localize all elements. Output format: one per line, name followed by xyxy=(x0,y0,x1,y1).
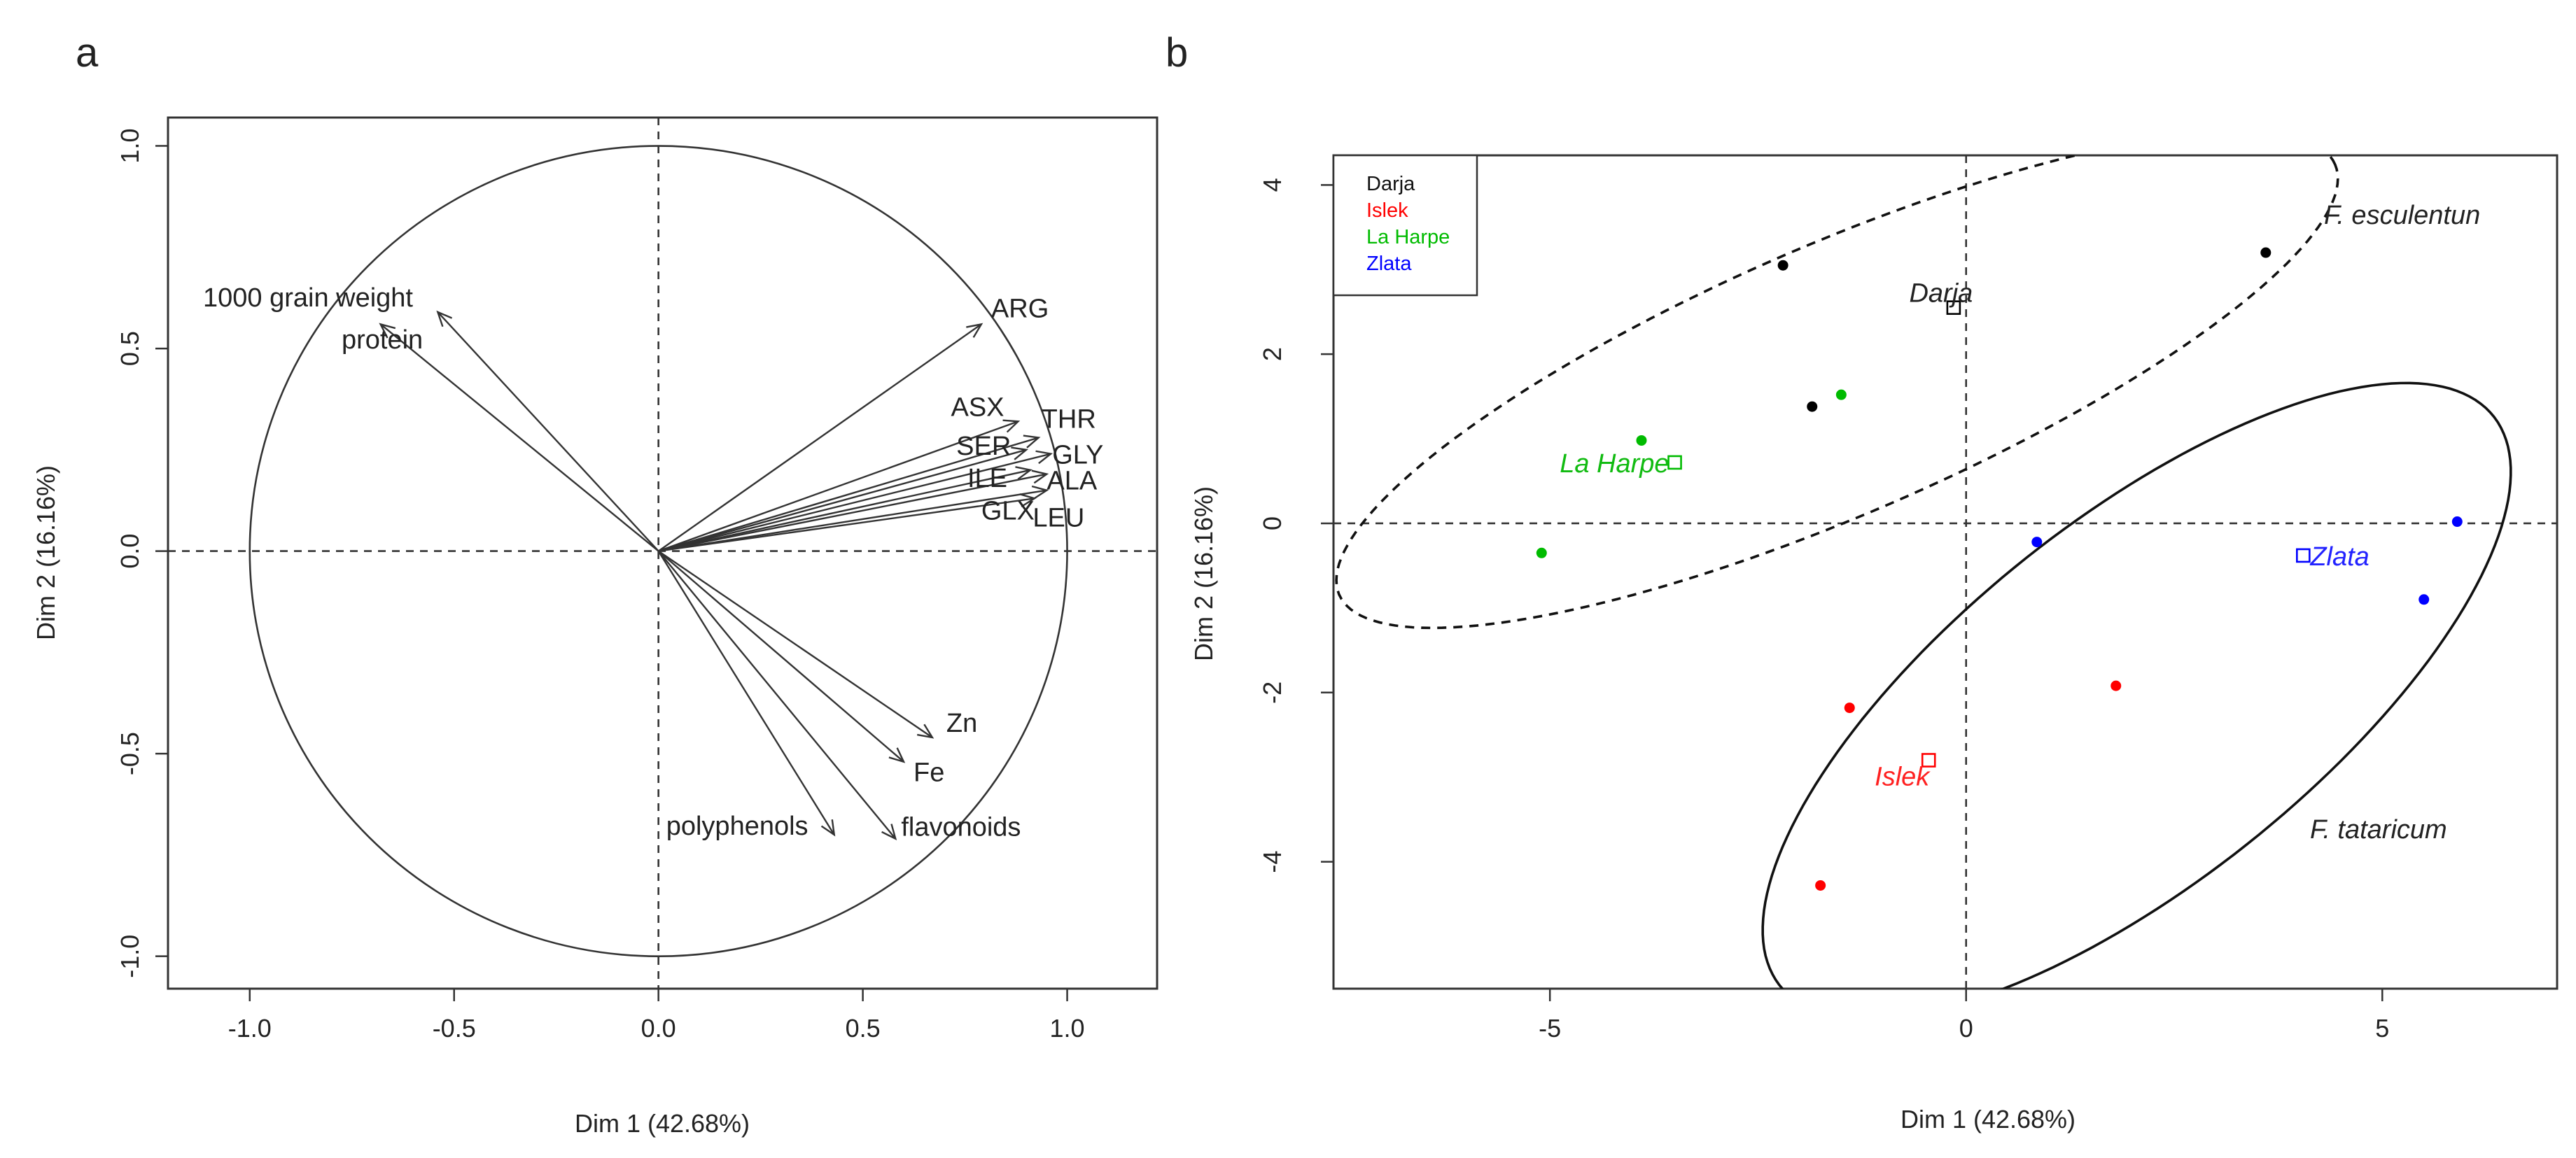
vector-label-gly: GLY xyxy=(1052,441,1103,470)
vector-label-ser: SER xyxy=(956,432,1011,461)
y-axis-label-a: Dim 2 (16.16%) xyxy=(31,465,60,640)
ellipse-f-tataricum xyxy=(1761,381,2512,989)
y-tick-label: 0.0 xyxy=(115,534,144,569)
vector-leu xyxy=(658,485,1049,552)
correlation-circle-panel: 1000 grain weight protein ARG ASX THR SER GLY I… xyxy=(31,116,1158,1138)
y-tick-label: 4 xyxy=(1258,178,1287,192)
vector-label-zn: Zn xyxy=(946,709,977,738)
x-tick-label: -1.0 xyxy=(228,1014,272,1043)
legend-entry-darja: Darja xyxy=(1366,173,1415,195)
vector-thr xyxy=(658,435,1041,552)
vector-ile xyxy=(658,466,1032,552)
vector-gly xyxy=(658,450,1054,552)
vector-1000-grain-weight xyxy=(436,310,659,552)
panel-b-letter: b xyxy=(1166,30,1188,76)
vector-asx xyxy=(658,419,1021,552)
x-tick-label: -0.5 xyxy=(433,1014,476,1043)
vector-arg xyxy=(657,323,983,552)
x-axis-label-a: Dim 1 (42.68%) xyxy=(575,1109,750,1138)
point-zlata xyxy=(2418,594,2430,605)
vector-polyphenols xyxy=(657,550,836,837)
species-label-esculentum: F. esculentun xyxy=(2324,201,2480,230)
y-tick-label: -1.0 xyxy=(115,935,144,978)
vector-ser xyxy=(658,446,1028,552)
x-tick-label: -5 xyxy=(1539,1014,1561,1043)
vector-label-fe: Fe xyxy=(913,758,944,788)
vector-label-ile: ILE xyxy=(967,464,1007,493)
legend-entry-islek: Islek xyxy=(1366,199,1408,222)
vector-flavonoids xyxy=(657,550,897,841)
point-darja xyxy=(1807,401,1818,412)
vector-label-ala: ALA xyxy=(1046,467,1097,496)
legend-entry-la-harpe: La Harpe xyxy=(1366,226,1450,248)
x-tick-label: 0.5 xyxy=(846,1014,881,1043)
point-darja xyxy=(1777,260,1788,271)
species-label-tataricum: F. tataricum xyxy=(2310,815,2447,845)
vector-label-asx: ASX xyxy=(951,393,1004,422)
y-axis-label-b: Dim 2 (16.16%) xyxy=(1189,486,1218,661)
plot-frame-a xyxy=(167,116,1158,990)
y-tick-label: 0 xyxy=(1258,516,1287,530)
y-tick-label: -0.5 xyxy=(115,732,144,775)
point-islek xyxy=(1815,880,1826,891)
vector-label-polyphenols: polyphenols xyxy=(666,812,808,841)
vector-ala xyxy=(658,469,1049,552)
point-la-harpe xyxy=(1835,389,1847,400)
point-zlata xyxy=(2031,537,2043,548)
vector-label-protein: protein xyxy=(342,325,423,355)
y-tick-label: 2 xyxy=(1258,347,1287,361)
vector-label-thr: THR xyxy=(1042,404,1096,434)
ellipse-f-esculentun xyxy=(1335,155,2339,630)
vector-label-flavonoids: flavonoids xyxy=(901,813,1021,842)
x-tick-label: 0 xyxy=(1959,1014,1973,1043)
point-zlata xyxy=(2451,516,2463,528)
point-la-harpe xyxy=(1636,435,1647,446)
vector-fe xyxy=(657,550,906,763)
centroid-label-zlata: Zlata xyxy=(2309,542,2369,572)
vector-label-1000-grain-weight: 1000 grain weight xyxy=(203,283,413,313)
x-tick-label: 5 xyxy=(2375,1014,2389,1043)
x-tick-label: 0.0 xyxy=(641,1014,676,1043)
centroid-darja xyxy=(1946,300,1961,315)
vector-label-arg: ARG xyxy=(991,294,1049,323)
vector-label-glx: GLX xyxy=(981,496,1035,525)
y-tick-label: 0.5 xyxy=(115,331,144,366)
plot-frame-b xyxy=(1332,154,2558,990)
point-la-harpe xyxy=(1536,547,1547,558)
y-tick-label: 1.0 xyxy=(115,129,144,164)
y-tick-label: -2 xyxy=(1258,682,1287,704)
panel-a-letter: a xyxy=(76,30,99,76)
individuals-panel: Darja Islek La Harpe Zlata F. esculentun… xyxy=(1189,154,2558,1134)
legend-box xyxy=(1332,154,1478,297)
vector-label-leu: LEU xyxy=(1032,504,1084,533)
centroid-label-la-harpe: La Harpe xyxy=(1560,449,1669,479)
y-tick-label: -4 xyxy=(1258,851,1287,873)
centroid-islek xyxy=(1921,753,1936,768)
x-tick-label: 1.0 xyxy=(1050,1014,1085,1043)
point-islek xyxy=(2110,680,2122,691)
centroid-la-harpe xyxy=(1667,455,1682,470)
vector-zn xyxy=(657,550,934,739)
centroid-zlata xyxy=(2296,548,2311,563)
legend-entry-zlata: Zlata xyxy=(1366,253,1412,275)
vector-protein xyxy=(379,323,659,552)
centroid-label-islek: Islek xyxy=(1875,763,1931,792)
legend: Darja Islek La Harpe Zlata xyxy=(1332,154,1478,297)
centroid-label-darja: Darja xyxy=(1909,279,1973,309)
point-islek xyxy=(1844,702,1855,714)
point-darja xyxy=(2260,247,2272,258)
x-axis-label-b: Dim 1 (42.68%) xyxy=(1900,1105,2076,1134)
